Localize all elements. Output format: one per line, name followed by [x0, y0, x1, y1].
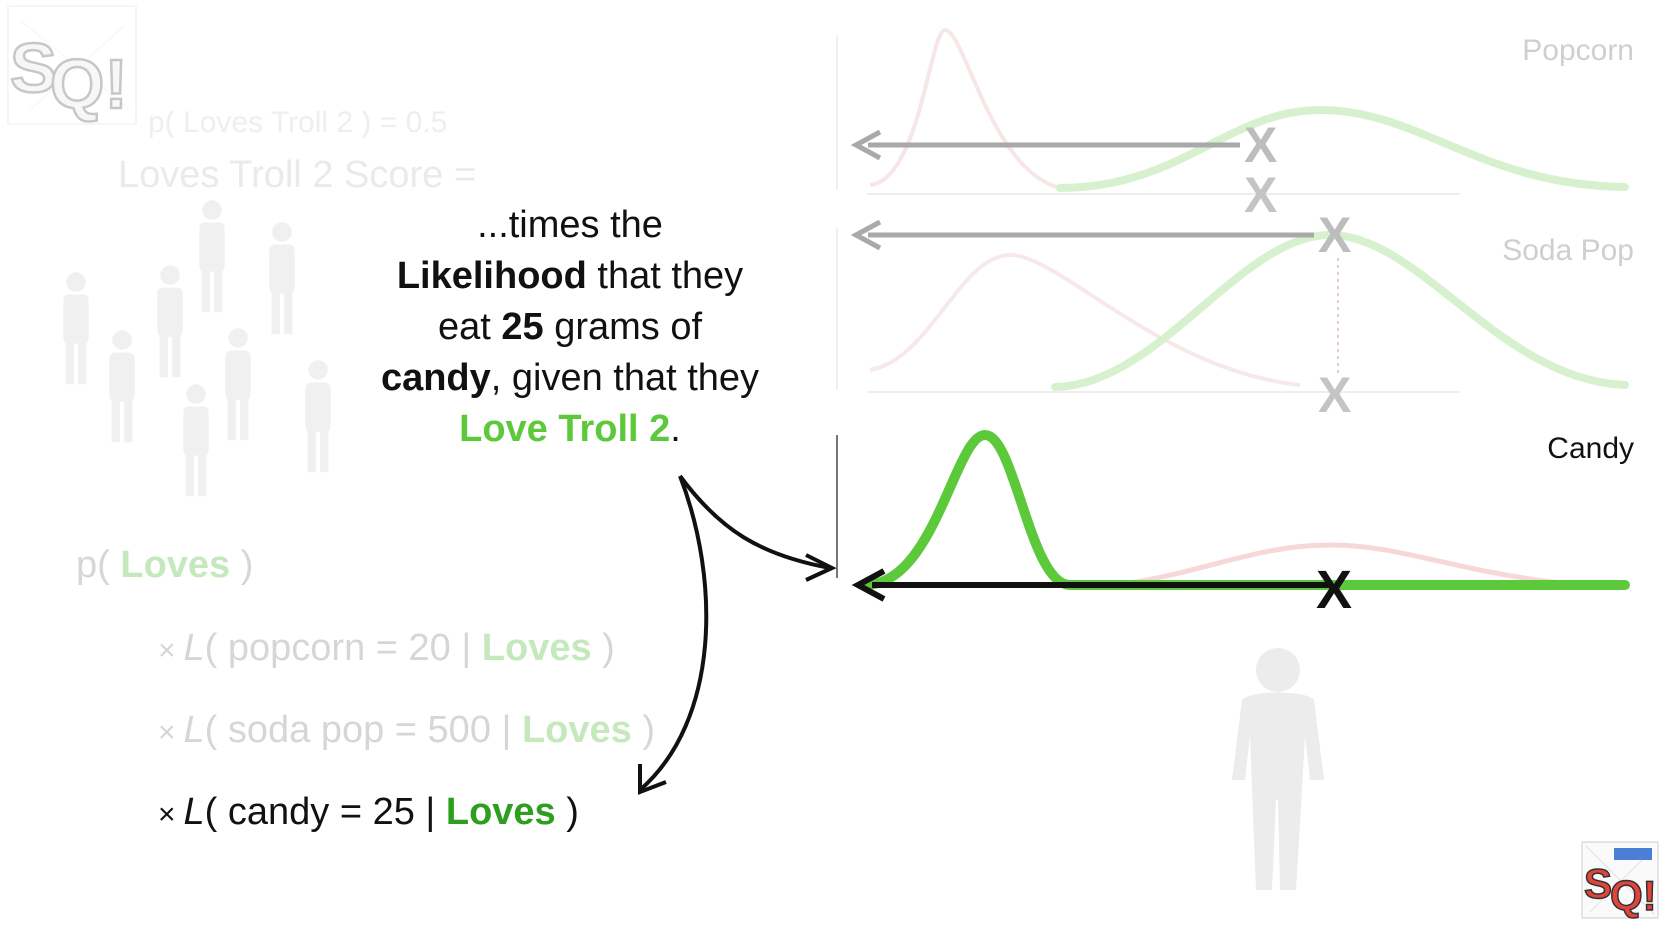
- person-silhouette-icon: [199, 200, 225, 313]
- soda-pop-red-curve: [869, 252, 1301, 387]
- formula-term-candy: × L( candy = 25 | Loves ): [158, 791, 579, 833]
- popcorn-x-marker-axis: X: [1244, 167, 1277, 223]
- soda-pop-x-marker-top: X: [1318, 207, 1351, 263]
- popcorn-panel: X X: [836, 27, 1629, 223]
- svg-text:S: S: [10, 29, 57, 107]
- popcorn-label: Popcorn: [1522, 34, 1634, 67]
- popcorn-arrowhead: [850, 129, 882, 161]
- candy-x-marker: X: [1316, 560, 1352, 620]
- person-silhouette-icon: [225, 328, 251, 441]
- soda-pop-label: Soda Pop: [1502, 234, 1634, 267]
- candy-label: Candy: [1547, 432, 1634, 465]
- person-silhouette-icon: [305, 360, 331, 473]
- soda-pop-panel: X X: [836, 207, 1629, 423]
- candy-green-curve: [860, 429, 1630, 590]
- callout-text: ...times the Likelihood that they eat 25…: [330, 200, 810, 455]
- callout-line-4: candy, given that they: [380, 357, 760, 399]
- callout-arrowhead-formula: [638, 764, 667, 795]
- faded-crowd: [63, 200, 331, 497]
- soda-pop-arrowhead: [850, 219, 882, 251]
- person-silhouette-icon: [183, 384, 209, 497]
- person-silhouette-icon: [63, 272, 89, 385]
- person-silhouette-icon: [1232, 648, 1324, 890]
- svg-text:Q!: Q!: [1610, 872, 1657, 919]
- callout-arrowhead-chart: [805, 553, 837, 582]
- popcorn-red-curve: [869, 27, 1061, 190]
- formula-prior: p( Loves ): [76, 544, 254, 586]
- callout-arrow-to-formula: [638, 475, 709, 792]
- callout-arrows: [638, 474, 837, 795]
- candy-red-curve: [1129, 542, 1561, 586]
- callout-line-3: eat 25 grams of: [437, 306, 703, 348]
- svg-text:Q!: Q!: [50, 45, 128, 123]
- grams-value: 25: [501, 306, 544, 348]
- popcorn-green-curve: [1056, 105, 1629, 192]
- formula-term-soda-pop: × L( soda pop = 500 | Loves ): [158, 709, 655, 751]
- person-silhouette-icon: [269, 222, 295, 335]
- popcorn-x-marker-top: X: [1244, 117, 1277, 173]
- love-troll-2-text: Love Troll 2: [459, 408, 671, 450]
- callout-line-1: ...times the: [477, 204, 663, 246]
- formula-term-popcorn: × L( popcorn = 20 | Loves ): [158, 627, 615, 669]
- statquest-badge-icon: S Q!: [1581, 841, 1659, 920]
- candy-panel: X: [836, 429, 1630, 620]
- faded-score-text: Loves Troll 2 Score =: [118, 154, 477, 196]
- callout-arrow-to-chart: [678, 474, 831, 570]
- candy-arrowhead: [851, 568, 886, 602]
- callout-line-2: Likelihood that they: [396, 255, 744, 297]
- callout-line-5: Love Troll 2.: [459, 408, 681, 450]
- person-silhouette-icon: [157, 265, 183, 378]
- person-silhouette-icon: [109, 330, 135, 443]
- candy-word: candy: [380, 357, 491, 399]
- soda-pop-x-marker-axis: X: [1318, 367, 1351, 423]
- soda-pop-green-curve: [1051, 230, 1629, 391]
- likelihood-word: Likelihood: [396, 255, 587, 297]
- statquest-logo-icon: S Q!: [7, 5, 137, 125]
- faded-prior-text: p( Loves Troll 2 ) = 0.5: [148, 106, 448, 139]
- svg-text:S: S: [1584, 860, 1612, 907]
